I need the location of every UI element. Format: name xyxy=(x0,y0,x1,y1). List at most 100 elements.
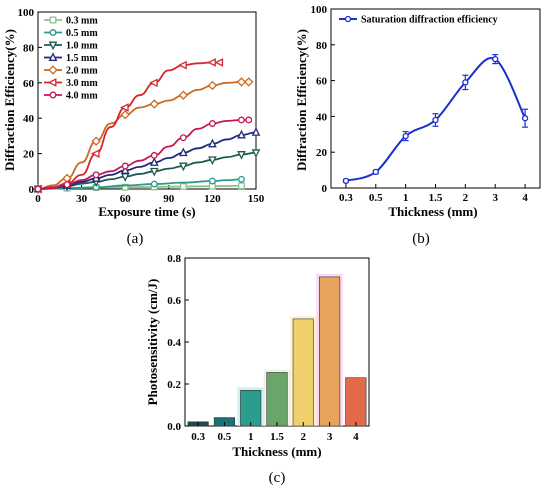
panel-a-series-4-point xyxy=(120,109,130,120)
panel-a-series-0-point xyxy=(238,182,245,190)
panel-a-series-2-point xyxy=(237,151,246,160)
panel-c-chart: 0.3 0.5 1 1.5 2 3 4 0.0 0.2 0.4 0.6 0.8 Thickness (… xyxy=(145,253,370,486)
panel-b-x-tick-label: 1.5 xyxy=(429,192,443,204)
panel-a-legend-label: 0.3 mm xyxy=(66,16,98,27)
panel-a-legend-marker xyxy=(49,29,57,36)
panel-a-series-2-point xyxy=(208,156,217,166)
panel-a-series-3-point xyxy=(237,129,246,139)
panel-b-y-tick-label: 100 xyxy=(311,4,328,16)
panel-b-x-tick-label: 1 xyxy=(403,192,409,204)
panel-b-x-tick-label: 2 xyxy=(463,192,469,204)
panel-a-legend-label: 1.5 mm xyxy=(66,53,98,64)
panel-b-y-tick-label: 60 xyxy=(316,76,328,88)
panel-a-series-3-point xyxy=(208,138,217,148)
panel-c-x-tick-label: 0.5 xyxy=(218,431,232,443)
panel-a-y-tick-label: 80 xyxy=(23,42,35,54)
panel-c-x-tick-label: 1.5 xyxy=(270,431,284,443)
panel-c-y-tick-label: 0.8 xyxy=(167,253,181,265)
panel-a-series-line-3 xyxy=(37,131,257,190)
panel-b-y-tick-label: 40 xyxy=(316,111,328,123)
panel-a-series-5-point xyxy=(207,58,216,67)
panel-a-y-tick-label: 40 xyxy=(23,113,35,125)
panel-b-x-tick-label: 0.5 xyxy=(369,192,383,204)
panel-c-x-axis-label: Thickness (mm) xyxy=(232,444,321,459)
panel-a-legend-marker xyxy=(48,52,58,61)
panel-a-series-2-point xyxy=(149,167,159,177)
panel-a-series-5-point xyxy=(214,58,224,67)
panel-c-y-tick-label: 0.0 xyxy=(167,421,181,433)
panel-c-y-tick-label: 0.6 xyxy=(167,295,181,307)
panel-a-series-2-point xyxy=(178,162,188,172)
panel-a-series-6-point xyxy=(150,151,158,159)
panel-c-bar-4 xyxy=(292,318,314,427)
panel-a-series-3-point xyxy=(120,165,130,174)
panel-a-x-tick-label: 0 xyxy=(35,193,41,205)
panel-c-y-tick-label: 0.4 xyxy=(167,337,181,349)
panel-a-legend-marker xyxy=(47,78,57,87)
panel-a-series-6-point xyxy=(92,171,100,179)
panel-b-y-axis-label: Diffraction Efficiency(%) xyxy=(294,29,309,171)
panel-b-x-tick-label: 4 xyxy=(522,192,528,204)
panel-a-series-4-point xyxy=(178,90,189,100)
panel-a-legend-label: 2.0 mm xyxy=(66,66,98,77)
panel-a-series-line-4 xyxy=(37,81,249,190)
panel-c-y-axis-label: Photosensitivity (cm/J) xyxy=(145,279,160,406)
panel-b-legend-label: Saturation diffraction efficiency xyxy=(361,15,498,26)
panel-a-legend-label: 1.0 mm xyxy=(66,41,98,52)
panel-a-x-tick-label: 150 xyxy=(248,193,265,205)
panel-a-series-5-point xyxy=(119,103,129,112)
panel-c-x-tick-label: 3 xyxy=(327,431,333,443)
panel-a-x-tick-label: 60 xyxy=(120,193,132,205)
panel-a-series-6-point xyxy=(179,134,187,142)
panel-b-series-point xyxy=(342,177,350,184)
panel-a-series-line-6 xyxy=(37,119,249,190)
panel-a-series-6-point xyxy=(238,116,245,124)
panel-a-series-5-point xyxy=(149,78,158,88)
panel-b-x-tick-label: 0.3 xyxy=(339,192,353,204)
panel-a-y-tick-label: 0 xyxy=(29,184,35,196)
panel-b-label: (b) xyxy=(412,231,430,247)
panel-a-legend-label: 4.0 mm xyxy=(66,91,98,102)
panel-a-series-1-point xyxy=(150,180,158,188)
panel-a-y-axis-label: Diffraction Efficiency(%) xyxy=(2,29,17,171)
panel-a-x-tick-label: 120 xyxy=(204,193,221,205)
panel-a-series-0-point xyxy=(121,183,129,191)
panel-a-x-axis-label: Exposure time (s) xyxy=(98,204,195,219)
panel-b-y-tick-label: 80 xyxy=(316,40,328,52)
panel-a-legend-marker xyxy=(48,65,58,75)
panel-c-label: (c) xyxy=(269,470,286,486)
panel-a-label: (a) xyxy=(127,231,144,247)
panel-a-series-6-point xyxy=(121,162,129,170)
panel-a-series-0-point xyxy=(179,183,187,190)
panel-b-plot-frame xyxy=(330,8,541,189)
panel-a-x-tick-label: 90 xyxy=(163,193,175,205)
panel-b-series-point xyxy=(462,79,469,86)
panel-a-legend-marker xyxy=(49,91,57,99)
panel-a-series-6-point xyxy=(34,185,42,193)
panel-a-series-2-point xyxy=(251,149,261,158)
panel-a-series-4-point xyxy=(207,80,218,91)
panel-c-x-tick-label: 0.3 xyxy=(191,431,205,443)
panel-a-series-1-point xyxy=(208,177,216,185)
panel-c-bar-5 xyxy=(319,276,341,427)
panel-b-y-tick-label: 0 xyxy=(322,183,328,195)
panel-a-series-2-point xyxy=(120,173,130,182)
panel-b-series-point xyxy=(492,55,499,63)
panel-a-plot-frame xyxy=(37,11,257,190)
panel-a-y-tick-label: 60 xyxy=(23,78,35,90)
panel-a-x-tick-label: 30 xyxy=(76,193,88,205)
panel-a-series-6-point xyxy=(245,116,253,124)
panel-b-series-point xyxy=(372,168,379,176)
panel-c-bar-3 xyxy=(266,372,288,427)
panel-c-x-tick-label: 1 xyxy=(248,431,254,443)
panel-c-x-tick-label: 4 xyxy=(353,431,359,443)
panel-c-bar-6 xyxy=(345,377,367,427)
panel-a-series-6-point xyxy=(208,120,216,127)
panel-b-series-point xyxy=(521,115,529,122)
panel-a-series-3-point xyxy=(178,147,188,157)
panel-b-x-axis-label: Thickness (mm) xyxy=(388,204,477,219)
panel-a-chart: 0 30 60 90 120 150 0 20 40 60 80 100 0.3 mm0.5 mm 1.… xyxy=(2,7,265,247)
panel-a-series-3-point xyxy=(149,157,159,166)
